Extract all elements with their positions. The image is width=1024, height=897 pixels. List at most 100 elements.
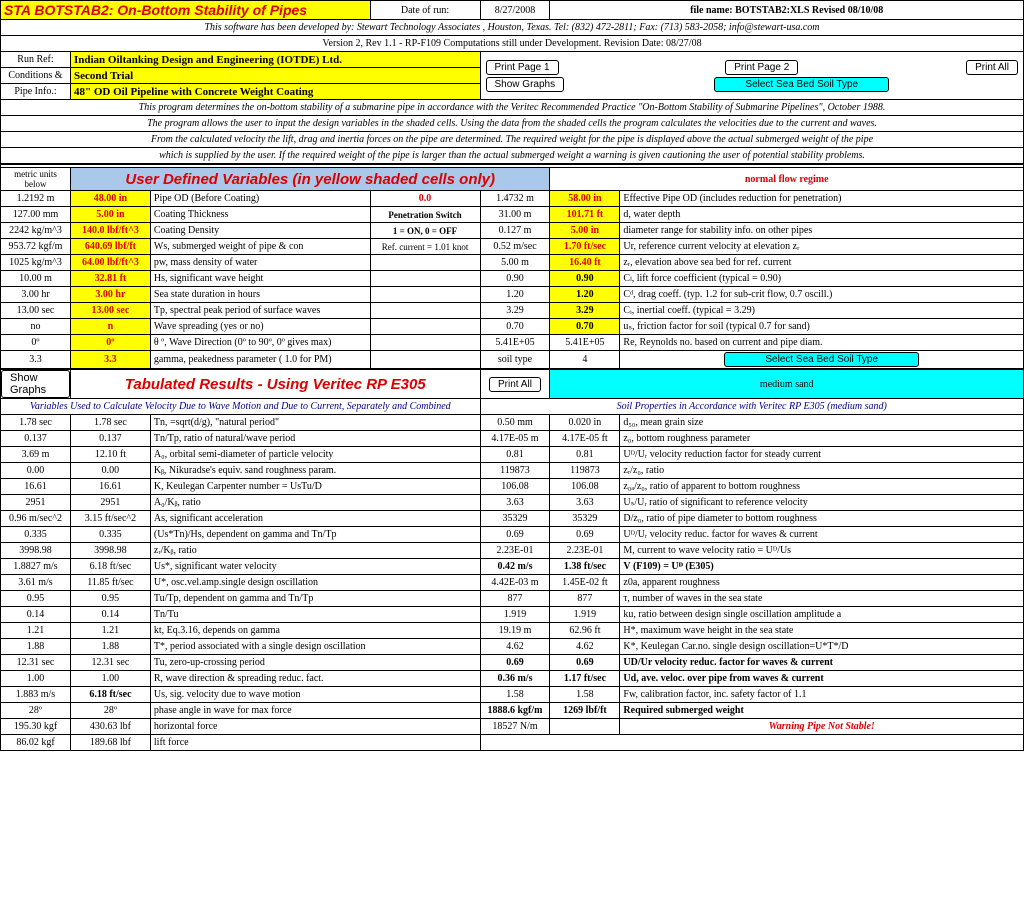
res-desc: Tn/Tu <box>150 607 480 623</box>
udv-input[interactable]: 640.69 lbf/ft <box>70 239 150 255</box>
show-graphs-button-2[interactable]: Show Graphs <box>1 370 70 398</box>
res-r-desc: z₀ₐ/z₀, ratio of apparent to bottom roug… <box>620 479 1024 495</box>
res-b: 1.88 <box>70 639 150 655</box>
udv-input[interactable]: n <box>70 319 150 335</box>
udv-metric: 1.2192 m <box>1 191 71 207</box>
pen-value: 0.0 <box>370 191 480 207</box>
res-desc: kt, Eq.3.16, depends on gamma <box>150 623 480 639</box>
res-r-b: 2.23E-01 <box>550 543 620 559</box>
res-b: 1.00 <box>70 671 150 687</box>
udv-r-metric: 0.127 m <box>480 223 550 239</box>
udv-r-value[interactable]: 0.90 <box>550 271 620 287</box>
res-r-a: 4.17E-05 m <box>480 431 550 447</box>
udv-input[interactable]: 3.3 <box>70 351 150 370</box>
udv-r-desc: Effective Pipe OD (includes reduction fo… <box>620 191 1024 207</box>
res-b: 11.85 ft/sec <box>70 575 150 591</box>
res-r-b: 0.020 in <box>550 415 620 431</box>
res-r-desc: Required submerged weight <box>620 703 1024 719</box>
udv-r-value[interactable]: 5.00 in <box>550 223 620 239</box>
res-b: 6.18 ft/sec <box>70 559 150 575</box>
udv-metric: no <box>1 319 71 335</box>
show-graphs-button[interactable]: Show Graphs <box>486 77 565 92</box>
res-a: 3.61 m/s <box>1 575 71 591</box>
udv-r-metric: 1.4732 m <box>480 191 550 207</box>
soil-props-header: Soil Properties in Accordance with Verit… <box>480 399 1024 415</box>
udv-r-value[interactable]: 3.29 <box>550 303 620 319</box>
udv-input[interactable]: 0º <box>70 335 150 351</box>
udv-input[interactable]: 64.00 lbf/ft^3 <box>70 255 150 271</box>
res-r-a: 1.919 <box>480 607 550 623</box>
res-a: 12.31 sec <box>1 655 71 671</box>
udv-r-desc: Cᵢ, inertial coeff. (typical = 3.29) <box>620 303 1024 319</box>
res-r-a: 1888.6 kgf/m <box>480 703 550 719</box>
res-desc: Us*, significant water velocity <box>150 559 480 575</box>
udv-input[interactable]: 3.00 hr <box>70 287 150 303</box>
res-b: 0.00 <box>70 463 150 479</box>
udv-r-value[interactable]: 58.00 in <box>550 191 620 207</box>
udv-desc: Tp, spectral peak period of surface wave… <box>150 303 370 319</box>
udv-input[interactable]: 48.00 in <box>70 191 150 207</box>
res-a: 28º <box>1 703 71 719</box>
main-table: STA BOTSTAB2: On-Bottom Stability of Pip… <box>0 0 1024 751</box>
res-b: 12.10 ft <box>70 447 150 463</box>
udv-input[interactable]: 5.00 in <box>70 207 150 223</box>
res-desc: As, significant acceleration <box>150 511 480 527</box>
res-r-b: 0.81 <box>550 447 620 463</box>
res-a: 1.00 <box>1 671 71 687</box>
res-r-desc: UD/Ur velocity reduc. factor for waves &… <box>620 655 1024 671</box>
res-r-b: 877 <box>550 591 620 607</box>
select-soil-button[interactable]: Select Sea Bed Soil Type <box>714 77 889 92</box>
version-line: Version 2, Rev 1.1 - RP-F109 Computation… <box>1 36 1024 52</box>
udv-r-metric: 1.20 <box>480 287 550 303</box>
pen-ref: Ref. current = 1.01 knot <box>370 239 480 255</box>
run-ref-value[interactable]: Indian Oiltanking Design and Engineering… <box>70 52 480 68</box>
udv-r-desc: uₛ, friction factor for soil (typical 0.… <box>620 319 1024 335</box>
udv-r-value[interactable]: 1.70 ft/sec <box>550 239 620 255</box>
res-desc: phase angle in wave for max force <box>150 703 480 719</box>
udv-r-value[interactable]: 101.71 ft <box>550 207 620 223</box>
print-all-button[interactable]: Print All <box>966 60 1018 75</box>
print-page-1-button[interactable]: Print Page 1 <box>486 60 559 75</box>
res-b: 430.63 lbf <box>70 719 150 735</box>
udv-header: User Defined Variables (in yellow shaded… <box>70 168 549 191</box>
flow-regime: normal flow regime <box>550 168 1024 191</box>
udv-r-desc: Select Sea Bed Soil Type <box>620 351 1024 370</box>
udv-input[interactable]: 13.00 sec <box>70 303 150 319</box>
udv-r-value: 5.41E+05 <box>550 335 620 351</box>
pipe-value[interactable]: 48" OD Oil Pipeline with Concrete Weight… <box>70 84 480 100</box>
udv-input[interactable]: 32.81 ft <box>70 271 150 287</box>
res-r-a: 1.58 <box>480 687 550 703</box>
res-desc: K, Keulegan Carpenter number = UsTu/D <box>150 479 480 495</box>
udv-desc: gamma, peakedness parameter ( 1.0 for PM… <box>150 351 370 370</box>
res-desc: R, wave direction & spreading reduc. fac… <box>150 671 480 687</box>
res-r-b: 1.45E-02 ft <box>550 575 620 591</box>
res-r-desc: Uₛ/Uᵣ ratio of significant to reference … <box>620 495 1024 511</box>
results-subheader: Variables Used to Calculate Velocity Due… <box>1 399 481 415</box>
udv-desc: Coating Density <box>150 223 370 239</box>
udv-r-metric: 5.00 m <box>480 255 550 271</box>
res-r-desc: τ, number of waves in the sea state <box>620 591 1024 607</box>
udv-metric: 953.72 kgf/m <box>1 239 71 255</box>
desc-1: This program determines the on-bottom st… <box>1 100 1024 116</box>
metric-label: metric units below <box>1 168 71 191</box>
udv-metric: 13.00 sec <box>1 303 71 319</box>
res-desc: horizontal force <box>150 719 480 735</box>
print-all-button-2[interactable]: Print All <box>489 377 541 392</box>
print-page-2-button[interactable]: Print Page 2 <box>725 60 798 75</box>
res-desc: Tn, =sqrt(d/g), "natural period" <box>150 415 480 431</box>
udv-desc: Wave spreading (yes or no) <box>150 319 370 335</box>
res-a: 86.02 kgf <box>1 735 71 751</box>
res-r-desc: ku, ratio between design single oscillat… <box>620 607 1024 623</box>
udv-r-value[interactable]: 16.40 ft <box>550 255 620 271</box>
udv-desc: Hs, significant wave height <box>150 271 370 287</box>
cond-value[interactable]: Second Trial <box>70 68 480 84</box>
select-soil-button-2[interactable]: Select Sea Bed Soil Type <box>724 352 919 367</box>
udv-r-value[interactable]: 1.20 <box>550 287 620 303</box>
udv-input[interactable]: 140.0 lbf/ft^3 <box>70 223 150 239</box>
udv-desc: Coating Thickness <box>150 207 370 223</box>
udv-r-desc: Re, Reynolds no. based on current and pi… <box>620 335 1024 351</box>
res-a: 1.883 m/s <box>1 687 71 703</box>
res-a: 0.14 <box>1 607 71 623</box>
res-r-b: 106.08 <box>550 479 620 495</box>
udv-r-value[interactable]: 0.70 <box>550 319 620 335</box>
